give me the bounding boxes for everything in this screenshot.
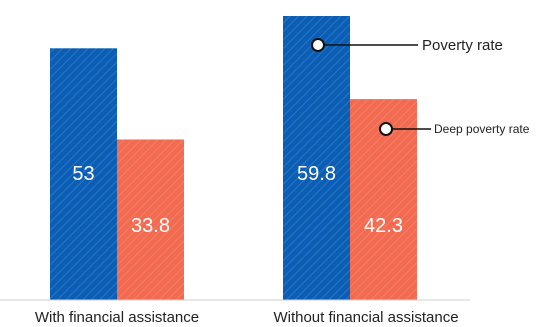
bar-hatch (117, 139, 184, 300)
value-label: 59.8 (297, 163, 336, 185)
value-label: 42.3 (364, 215, 403, 237)
value-label: 53 (72, 163, 94, 185)
category-label: With financial assistance (35, 309, 199, 326)
legend-poverty-rate: Poverty rate (422, 37, 503, 54)
bar-hatch (50, 48, 117, 301)
value-label: 33.8 (131, 215, 170, 237)
legend-deep-poverty-rate: Deep poverty rate (434, 122, 530, 136)
bar-hatch (283, 16, 350, 300)
callout-marker (379, 122, 393, 136)
category-label: Without financial assistance (273, 309, 458, 326)
callout-marker (311, 38, 325, 52)
